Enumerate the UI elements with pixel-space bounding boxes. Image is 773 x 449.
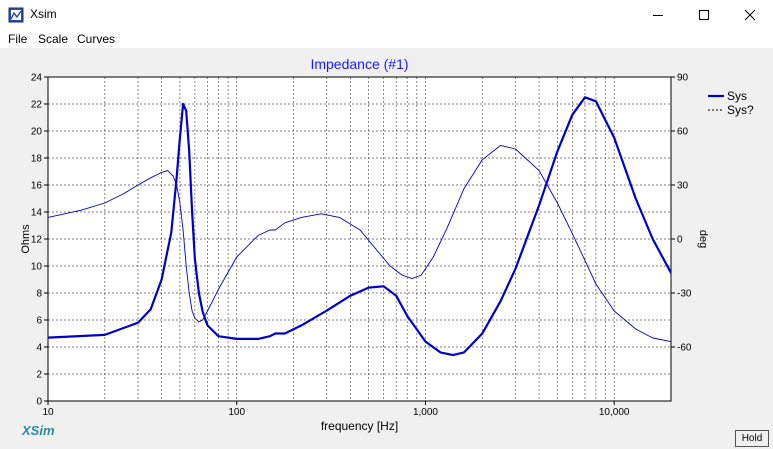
legend-label-sys: Sys [727,89,747,103]
x-tick-label: 1,000 [413,407,438,418]
maximize-icon [699,10,709,20]
y2-tick-label: -60 [677,343,692,354]
plot-frame [47,76,672,402]
y2-tick-label: 30 [677,181,689,192]
x-axis-label: frequency [Hz] [321,419,398,433]
close-button[interactable] [727,0,773,30]
menu-bar: File Scale Curves [0,30,773,48]
y2-tick-label: 60 [677,127,689,138]
x-tick-label: 10 [42,407,54,418]
plot-background [48,77,671,401]
chart-area: 0 2 4 6 8 10 12 14 16 18 20 22 24 -60 -30 0 30 60 90 10 100 1… [0,48,773,449]
y-tick-label: 20 [31,127,43,138]
y-tick-label: 2 [36,370,42,381]
y2-tick-label: 0 [677,235,683,246]
hold-button[interactable]: Hold [735,430,769,447]
menu-file[interactable]: File [8,32,28,46]
xsim-logo: XSim [22,423,55,438]
y-axis-label: Ohms [20,224,32,254]
y-tick-label: 8 [36,289,42,300]
close-icon [744,9,756,21]
y-tick-label: 4 [36,343,42,354]
y2-tick-label: -30 [677,289,692,300]
menu-curves[interactable]: Curves [77,32,116,46]
series-line-sys-phase [48,144,671,343]
x-tick-label: 100 [228,407,245,418]
series-line-sys [48,96,671,357]
y-tick-label: 18 [31,154,43,165]
x-tick-label: 10,000 [599,407,630,418]
y2-axis-label: deg [697,230,709,248]
y-tick-label: 0 [36,397,42,408]
window-title: Xsim [30,7,57,21]
menu-scale[interactable]: Scale [38,32,69,46]
app-icon [8,7,24,23]
maximize-button[interactable] [681,0,727,30]
y-tick-label: 24 [31,73,43,84]
chart-title: Impedance (#1) [310,56,408,72]
y-tick-label: 6 [36,316,42,327]
minimize-icon [653,15,663,16]
y2-tick-label: 90 [677,73,689,84]
legend-label-sys-phase: Sys? [727,103,754,117]
minimize-button[interactable] [635,0,681,30]
y-tick-label: 12 [31,235,43,246]
y-tick-label: 22 [31,100,43,111]
y-tick-label: 16 [31,181,43,192]
y-tick-label: 14 [31,208,43,219]
y-tick-label: 10 [31,262,43,273]
title-bar: Xsim [0,0,773,30]
